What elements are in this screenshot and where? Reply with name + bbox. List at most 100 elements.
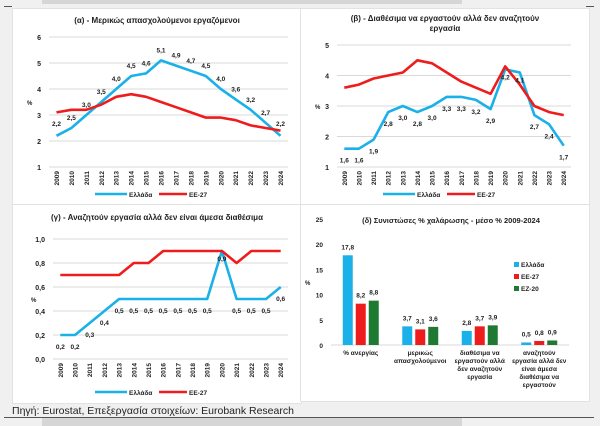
y-axis-label: % — [315, 105, 321, 111]
x-tick-label: 2015 — [146, 363, 153, 378]
data-label: 0,5 — [203, 308, 212, 315]
data-label: 0,5 — [188, 308, 197, 315]
category-label: δεν αναζητούν — [457, 366, 502, 373]
y-axis-label: % — [31, 298, 37, 304]
bar-greece — [521, 342, 532, 345]
bar-ez20 — [487, 325, 498, 345]
y-tick-label: 2 — [325, 135, 329, 142]
data-label: 0,2 — [56, 344, 65, 351]
data-label: 3,0 — [428, 115, 437, 122]
data-label: 3,6 — [429, 316, 438, 323]
y-tick-label: 0,4 — [35, 309, 45, 316]
x-tick-label: 2022 — [248, 171, 255, 186]
data-label: 4,2 — [501, 74, 510, 81]
bar-ez20 — [547, 340, 558, 345]
data-label: 3,6 — [231, 86, 240, 93]
data-label: 3,3 — [442, 106, 451, 113]
data-label: 2,8 — [462, 320, 471, 327]
y-tick-label: 15 — [316, 267, 324, 274]
bar-greece — [461, 330, 472, 345]
data-label: 0,5 — [159, 308, 168, 315]
x-tick-label: 2010 — [73, 363, 80, 378]
legend-label-ez20: ΕΖ-20 — [521, 286, 539, 293]
data-label: 0,5 — [261, 308, 270, 315]
x-tick-label: 2020 — [219, 363, 226, 378]
series-line-greece — [60, 249, 282, 337]
data-label: 0,9 — [217, 256, 226, 263]
chart-title-line2: εργασία — [430, 24, 461, 33]
x-tick-label: 2014 — [129, 171, 136, 186]
y-tick-label: 3 — [37, 113, 41, 120]
chart-title: (δ) Συνιστώσες % χαλάρωσης - μέσο % 2009… — [362, 216, 541, 225]
bar-greece — [402, 326, 413, 345]
panel-beta: (β) - Διαθέσιμα να εργαστούν αλλά δεν αν… — [300, 8, 590, 206]
data-label: 2,5 — [67, 115, 76, 122]
data-label: 3,2 — [471, 109, 480, 116]
series-line-eu27 — [56, 92, 281, 132]
x-tick-label: 2011 — [371, 171, 378, 185]
y-tick-label: 0,8 — [35, 261, 45, 268]
category-label: εργασία αλλά δεν — [512, 357, 567, 365]
y-tick-label: 0,6 — [35, 285, 45, 292]
data-label: 0,4 — [100, 320, 109, 327]
y-tick-label: 25 — [316, 217, 324, 224]
divider — [4, 6, 12, 7]
x-tick-label: 2022 — [532, 171, 539, 186]
data-label: 1,7 — [559, 155, 568, 162]
y-tick-label: 1,0 — [35, 237, 45, 244]
category-label: αναζητούν — [523, 350, 556, 357]
chart-title: (γ) - Αναζητούν εργασία αλλά δεν είναι ά… — [51, 213, 263, 222]
data-label: 0,8 — [535, 330, 544, 337]
chart-alpha: (α) - Μερικώς απασχολούμενοι εργαζόμενοι… — [27, 16, 288, 199]
data-label: 3,7 — [475, 315, 484, 322]
x-tick-label: 2021 — [234, 363, 241, 378]
y-axis-label: % — [27, 101, 33, 107]
legend-label-greece: Ελλάδα — [129, 191, 152, 199]
data-label: 0,5 — [173, 308, 182, 315]
data-label: 0,5 — [232, 308, 241, 315]
source-note: Πηγή: Eurostat, Επεξεργασία στοιχείων: E… — [12, 405, 294, 417]
data-label: 2,4 — [545, 133, 554, 140]
x-tick-label: 2013 — [400, 171, 407, 186]
x-tick-label: 2011 — [87, 363, 94, 377]
x-tick-label: 2024 — [278, 171, 285, 186]
category-label: μερικώς — [408, 350, 434, 357]
x-tick-label: 2017 — [173, 171, 180, 186]
data-label: 2,9 — [486, 118, 495, 125]
panel-gamma: (γ) - Αναζητούν εργασία αλλά δεν είναι ά… — [12, 204, 302, 404]
data-label: 2,2 — [52, 121, 61, 128]
top-strip — [0, 0, 600, 8]
y-tick-label: 4 — [325, 74, 329, 81]
x-tick-label: 2015 — [144, 171, 151, 186]
x-tick-label: 2023 — [263, 171, 270, 186]
y-tick-label: 1 — [325, 165, 329, 172]
legend-label-eu27: ΕΕ-27 — [189, 390, 207, 397]
x-tick-label: 2011 — [84, 171, 91, 185]
x-tick-label: 2017 — [459, 171, 466, 186]
legend-label-greece: Ελλάδα — [417, 191, 440, 199]
data-label: 3,0 — [398, 115, 407, 122]
data-label: 4,7 — [186, 58, 195, 65]
y-tick-label: 0 — [319, 343, 323, 350]
chart-title: (α) - Μερικώς απασχολούμενοι εργαζόμενοι — [74, 16, 240, 25]
data-label: 2,8 — [384, 121, 393, 128]
data-label: 0,5 — [129, 308, 138, 315]
bar-greece — [342, 255, 353, 345]
data-label: 2,7 — [261, 110, 270, 117]
x-tick-label: 2012 — [102, 363, 109, 378]
data-label: 3,3 — [457, 106, 466, 113]
chart-gamma: (γ) - Αναζητούν εργασία αλλά δεν είναι ά… — [31, 213, 288, 397]
data-label: 0,6 — [276, 296, 285, 303]
divider — [4, 417, 594, 418]
x-tick-label: 2016 — [161, 363, 168, 378]
x-tick-label: 2021 — [517, 171, 524, 186]
data-label: 0,5 — [115, 308, 124, 315]
data-label: 3,2 — [246, 97, 255, 104]
data-label: 8,8 — [369, 290, 378, 297]
x-tick-label: 2014 — [415, 171, 422, 186]
y-tick-label: 6 — [37, 35, 41, 42]
divider — [586, 6, 594, 7]
data-label: 4,0 — [112, 76, 121, 83]
x-tick-label: 2022 — [249, 363, 256, 378]
legend-label-eu27: ΕΕ-27 — [521, 274, 539, 281]
